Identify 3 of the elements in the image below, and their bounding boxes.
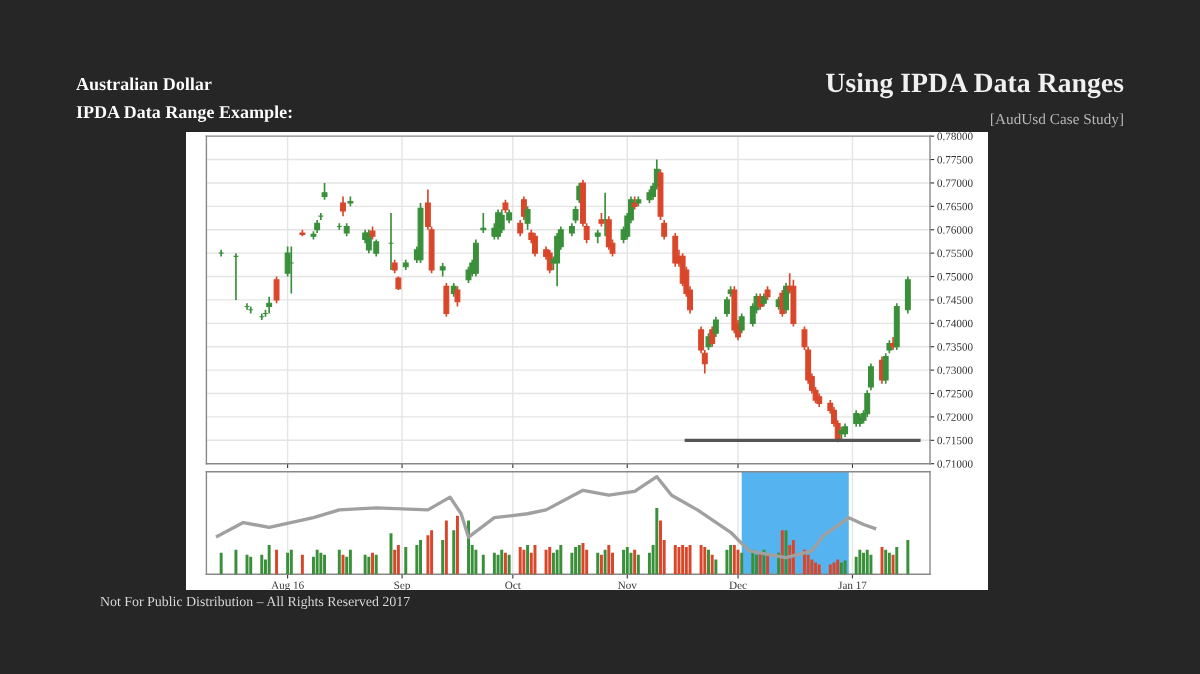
- chart-title: Australian Dollar: [76, 77, 212, 91]
- text: Using IPDA Data Ranges: [826, 72, 1124, 99]
- chart-subtitle: IPDA Data Range Example:: [76, 105, 292, 122]
